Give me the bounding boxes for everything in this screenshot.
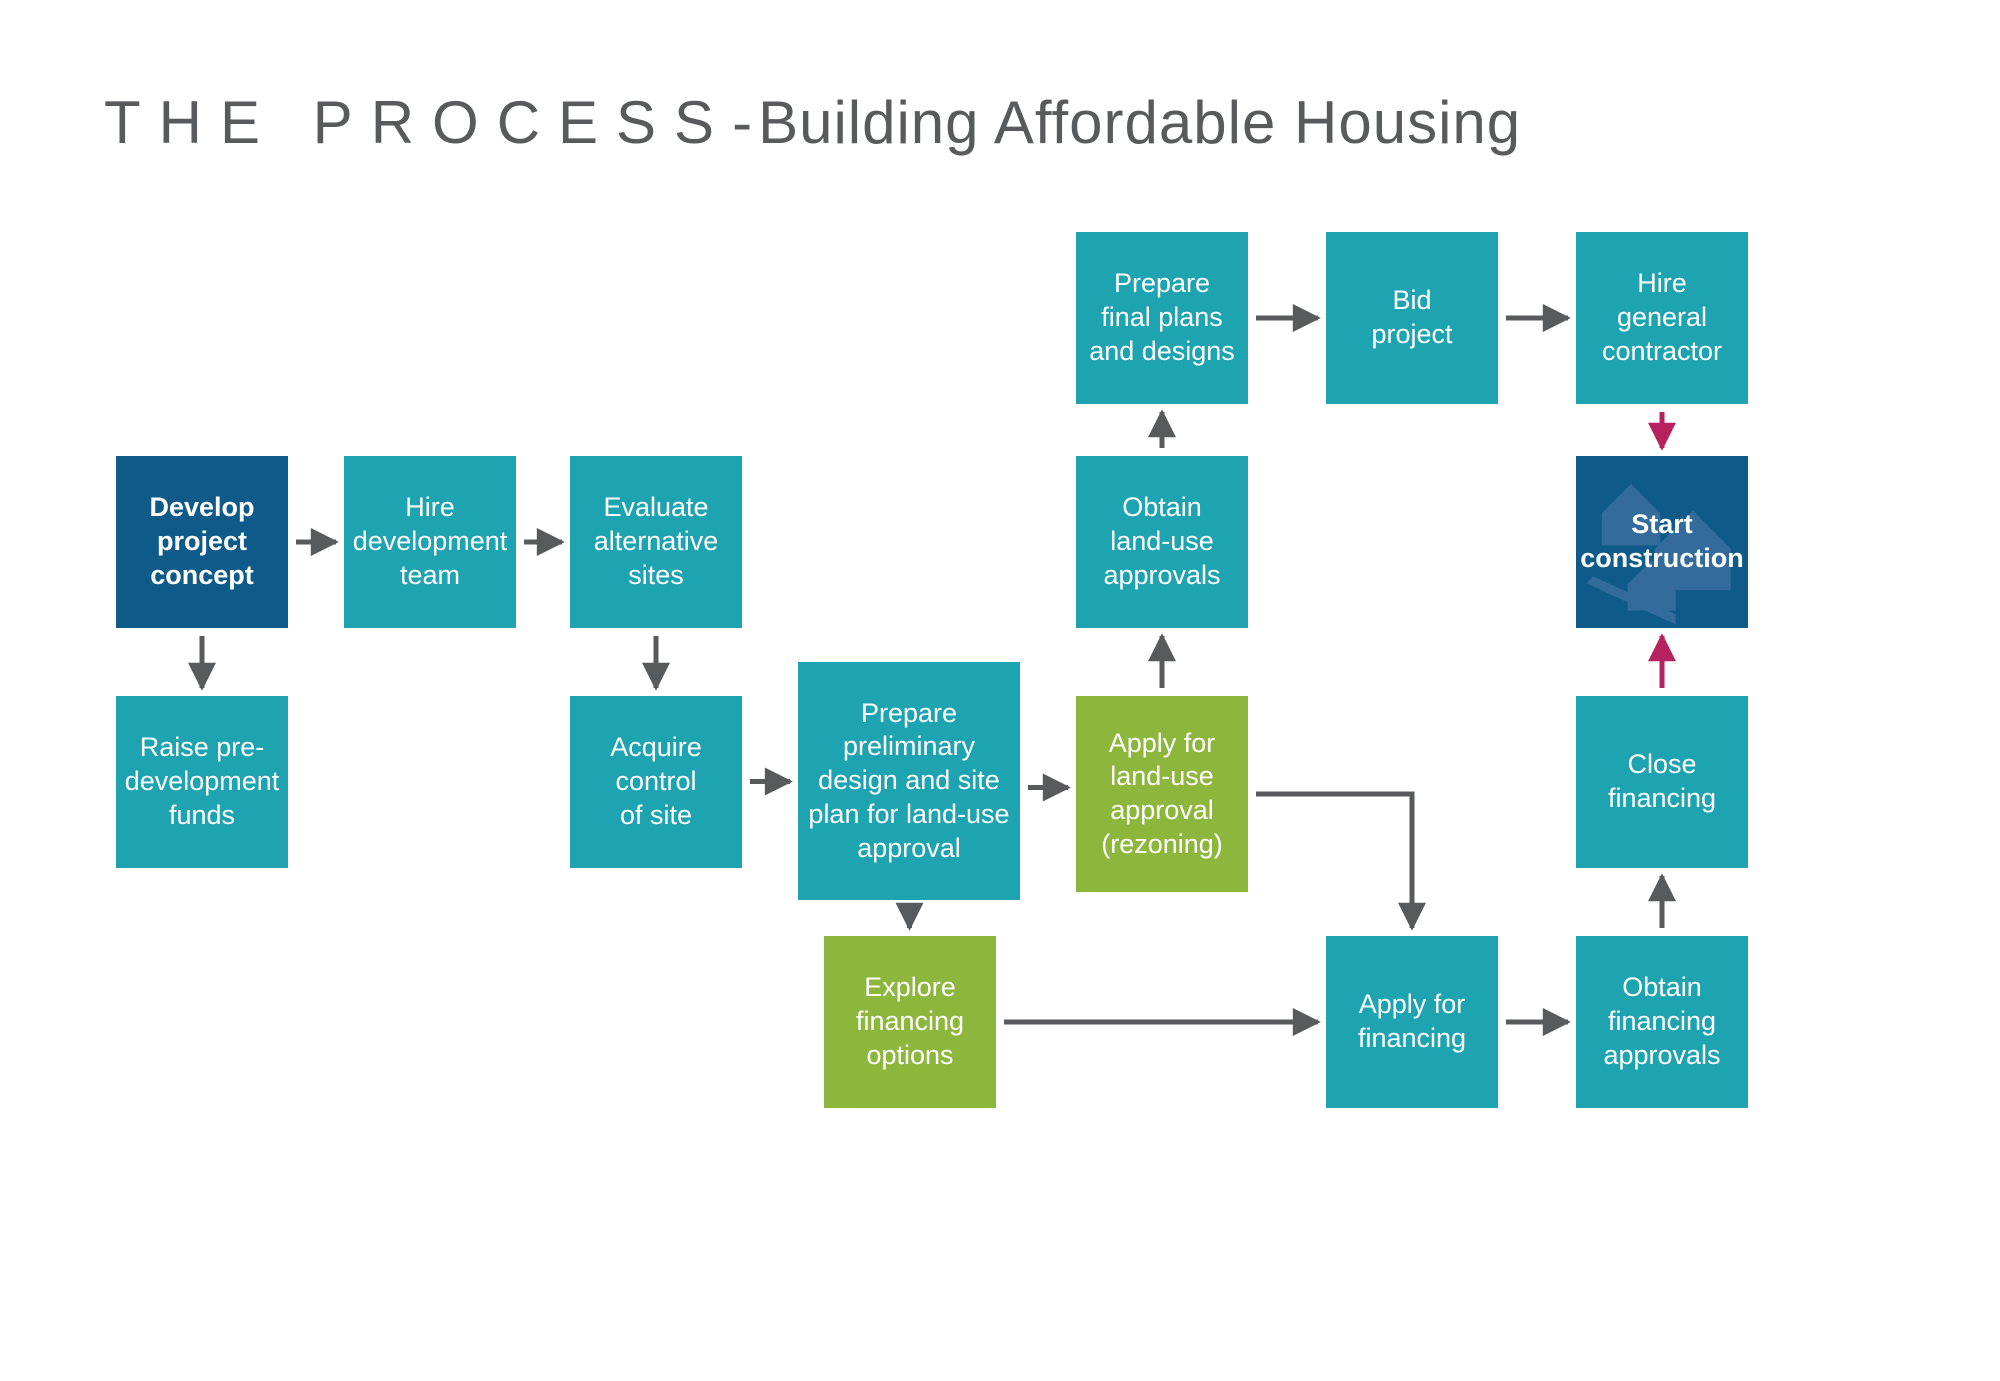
node-hire_dev: Hire development team (344, 456, 516, 628)
node-close_fin: Close financing (1576, 696, 1748, 868)
node-bid: Bid project (1326, 232, 1498, 404)
node-label: Bid project (1371, 284, 1452, 352)
title-separator: - (732, 89, 758, 156)
node-label: Start construction (1580, 508, 1744, 576)
node-label: Evaluate alternative sites (594, 491, 719, 592)
node-hire_gc: Hire general contractor (1576, 232, 1748, 404)
page-title: THE PROCESS-Building Affordable Housing (104, 88, 1521, 157)
node-label: Develop project concept (149, 491, 254, 592)
node-label: Apply for financing (1358, 988, 1466, 1056)
node-obtain_fin: Obtain financing approvals (1576, 936, 1748, 1108)
edge-apply_landuse-to-apply_fin (1256, 794, 1412, 928)
node-label: Hire general contractor (1602, 267, 1722, 368)
title-suffix: Building Affordable Housing (758, 89, 1521, 156)
node-label: Apply for land-use approval (rezoning) (1101, 727, 1223, 862)
node-label: Obtain financing approvals (1603, 971, 1720, 1072)
node-apply_landuse: Apply for land-use approval (rezoning) (1076, 696, 1248, 892)
node-label: Prepare preliminary design and site plan… (808, 697, 1009, 866)
node-acquire: Acquire control of site (570, 696, 742, 868)
node-prelim: Prepare preliminary design and site plan… (798, 662, 1020, 900)
node-label: Close financing (1608, 748, 1716, 816)
node-obtain_landuse: Obtain land-use approvals (1076, 456, 1248, 628)
node-label: Prepare final plans and designs (1089, 267, 1235, 368)
node-explore_fin: Explore financing options (824, 936, 996, 1108)
node-start: Start construction (1576, 456, 1748, 628)
flowchart-canvas: THE PROCESS-Building Affordable Housing … (0, 0, 2000, 1381)
node-develop: Develop project concept (116, 456, 288, 628)
node-label: Obtain land-use approvals (1103, 491, 1220, 592)
node-prepare_final: Prepare final plans and designs (1076, 232, 1248, 404)
node-label: Hire development team (353, 491, 508, 592)
node-label: Acquire control of site (610, 731, 702, 832)
node-label: Explore financing options (856, 971, 964, 1072)
node-apply_fin: Apply for financing (1326, 936, 1498, 1108)
node-label: Raise pre- development funds (125, 731, 280, 832)
node-raise_funds: Raise pre- development funds (116, 696, 288, 868)
node-eval_sites: Evaluate alternative sites (570, 456, 742, 628)
title-prefix: THE PROCESS (104, 89, 732, 156)
